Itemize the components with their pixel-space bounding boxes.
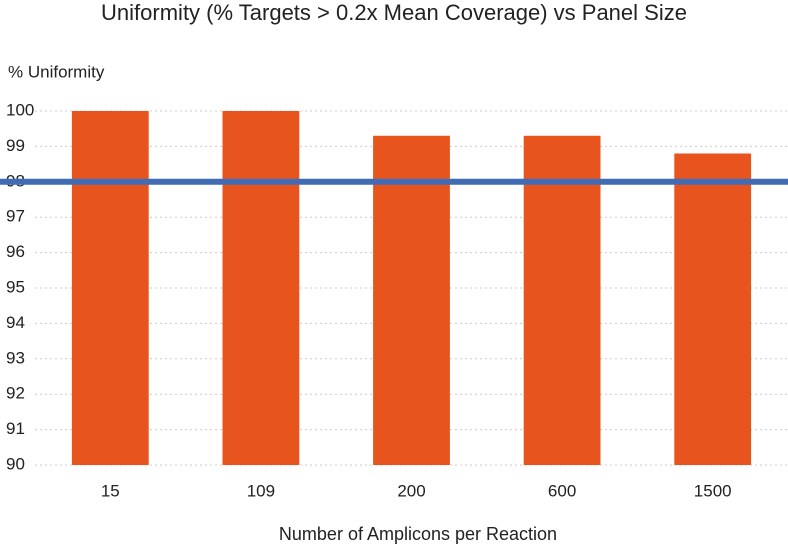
x-axis-title: Number of Amplicons per Reaction — [279, 524, 557, 544]
bar — [373, 135, 450, 465]
x-tick-label: 1500 — [694, 481, 732, 500]
y-tick-label: 90 — [6, 454, 25, 473]
bar — [222, 111, 300, 465]
y-tick-label: 97 — [6, 207, 25, 226]
bar — [674, 153, 752, 466]
y-tick-label: 94 — [6, 313, 25, 332]
y-tick-label: 96 — [6, 242, 25, 261]
y-tick-label: 92 — [6, 384, 25, 403]
y-tick-label: 95 — [6, 277, 25, 296]
y-tick-label: 100 — [6, 100, 34, 119]
x-tick-label: 600 — [548, 481, 576, 500]
x-tick-label: 200 — [397, 481, 425, 500]
y-tick-label: 99 — [6, 136, 25, 155]
y-tick-label: 93 — [6, 348, 25, 367]
chart-title: Uniformity (% Targets > 0.2x Mean Covera… — [101, 0, 687, 25]
bar — [71, 111, 149, 465]
y-tick-label: 91 — [6, 419, 25, 438]
y-axis-title: % Uniformity — [8, 62, 105, 81]
x-tick-label: 15 — [101, 481, 120, 500]
bar — [523, 135, 601, 465]
x-tick-label: 109 — [247, 481, 275, 500]
